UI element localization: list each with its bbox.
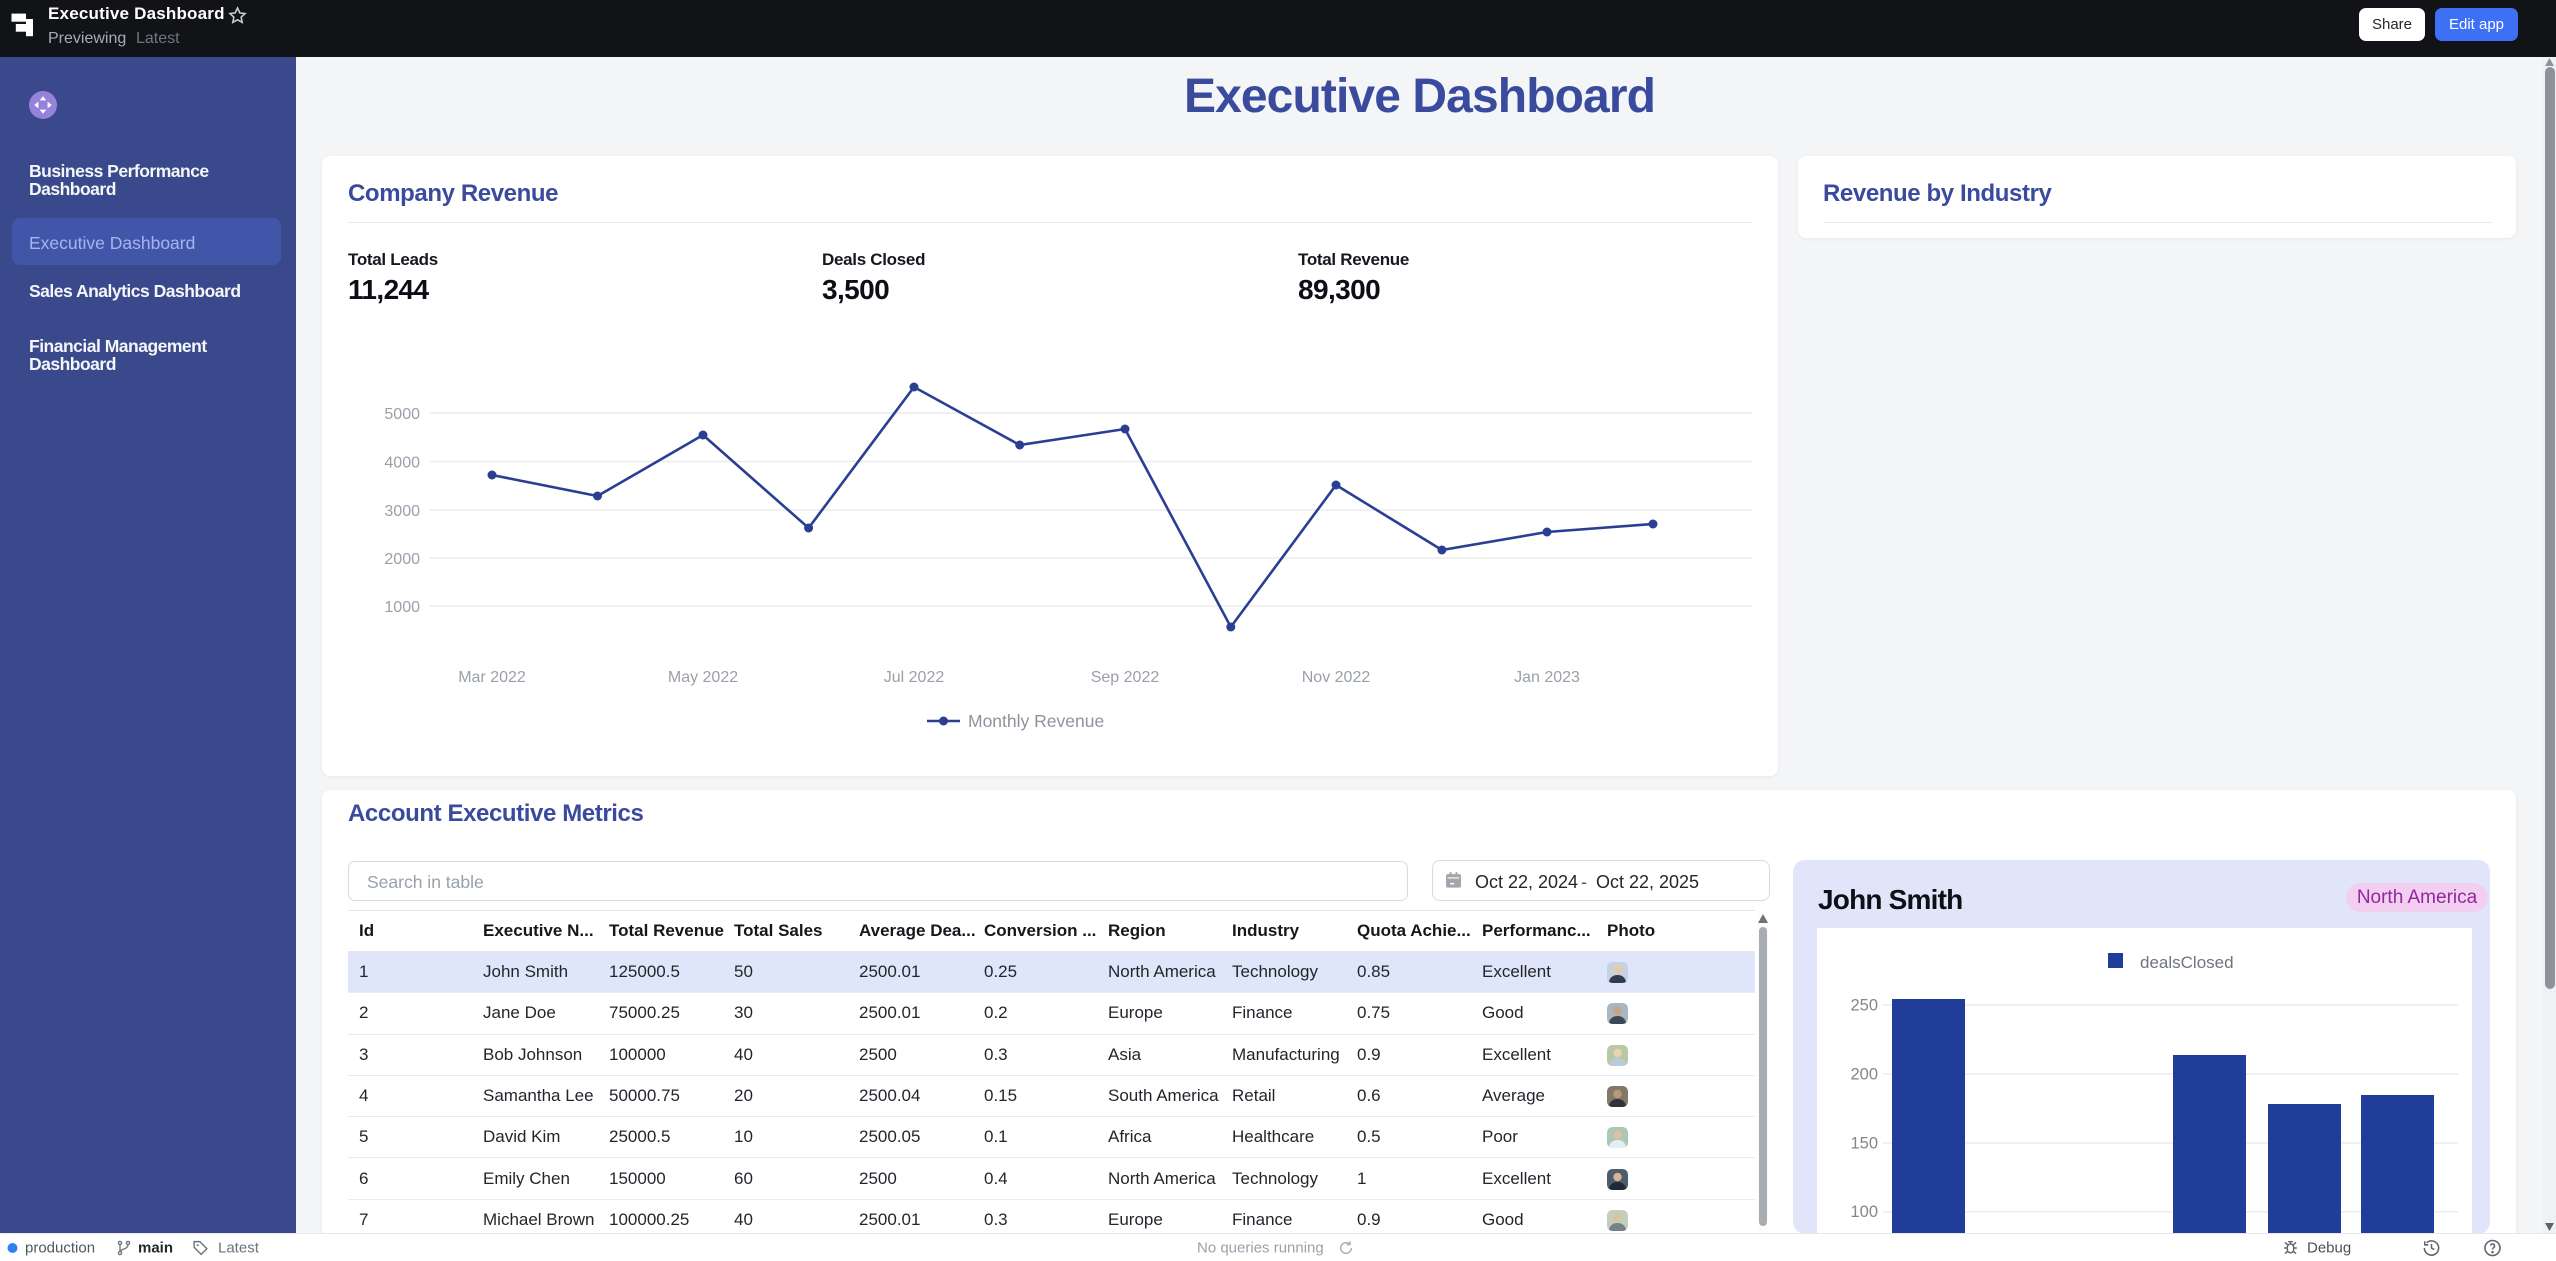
svg-text:100: 100 (1850, 1203, 1878, 1221)
svg-text:Mar 2022: Mar 2022 (458, 669, 526, 686)
svg-text:Sep 2022: Sep 2022 (1091, 669, 1160, 686)
svg-text:1000: 1000 (384, 599, 420, 616)
svg-text:Monthly Revenue: Monthly Revenue (968, 711, 1104, 731)
svg-text:250: 250 (1850, 997, 1878, 1015)
svg-text:5000: 5000 (384, 406, 420, 423)
svg-text:4000: 4000 (384, 455, 420, 472)
svg-text:200: 200 (1850, 1066, 1878, 1084)
svg-text:Jul 2022: Jul 2022 (884, 669, 945, 686)
svg-text:dealsClosed: dealsClosed (2140, 953, 2234, 972)
svg-text:Nov 2022: Nov 2022 (1302, 669, 1371, 686)
svg-text:May 2022: May 2022 (668, 669, 738, 686)
svg-text:2000: 2000 (384, 551, 420, 568)
svg-text:3000: 3000 (384, 503, 420, 520)
svg-text:150: 150 (1850, 1135, 1878, 1153)
svg-text:Jan 2023: Jan 2023 (1514, 669, 1580, 686)
